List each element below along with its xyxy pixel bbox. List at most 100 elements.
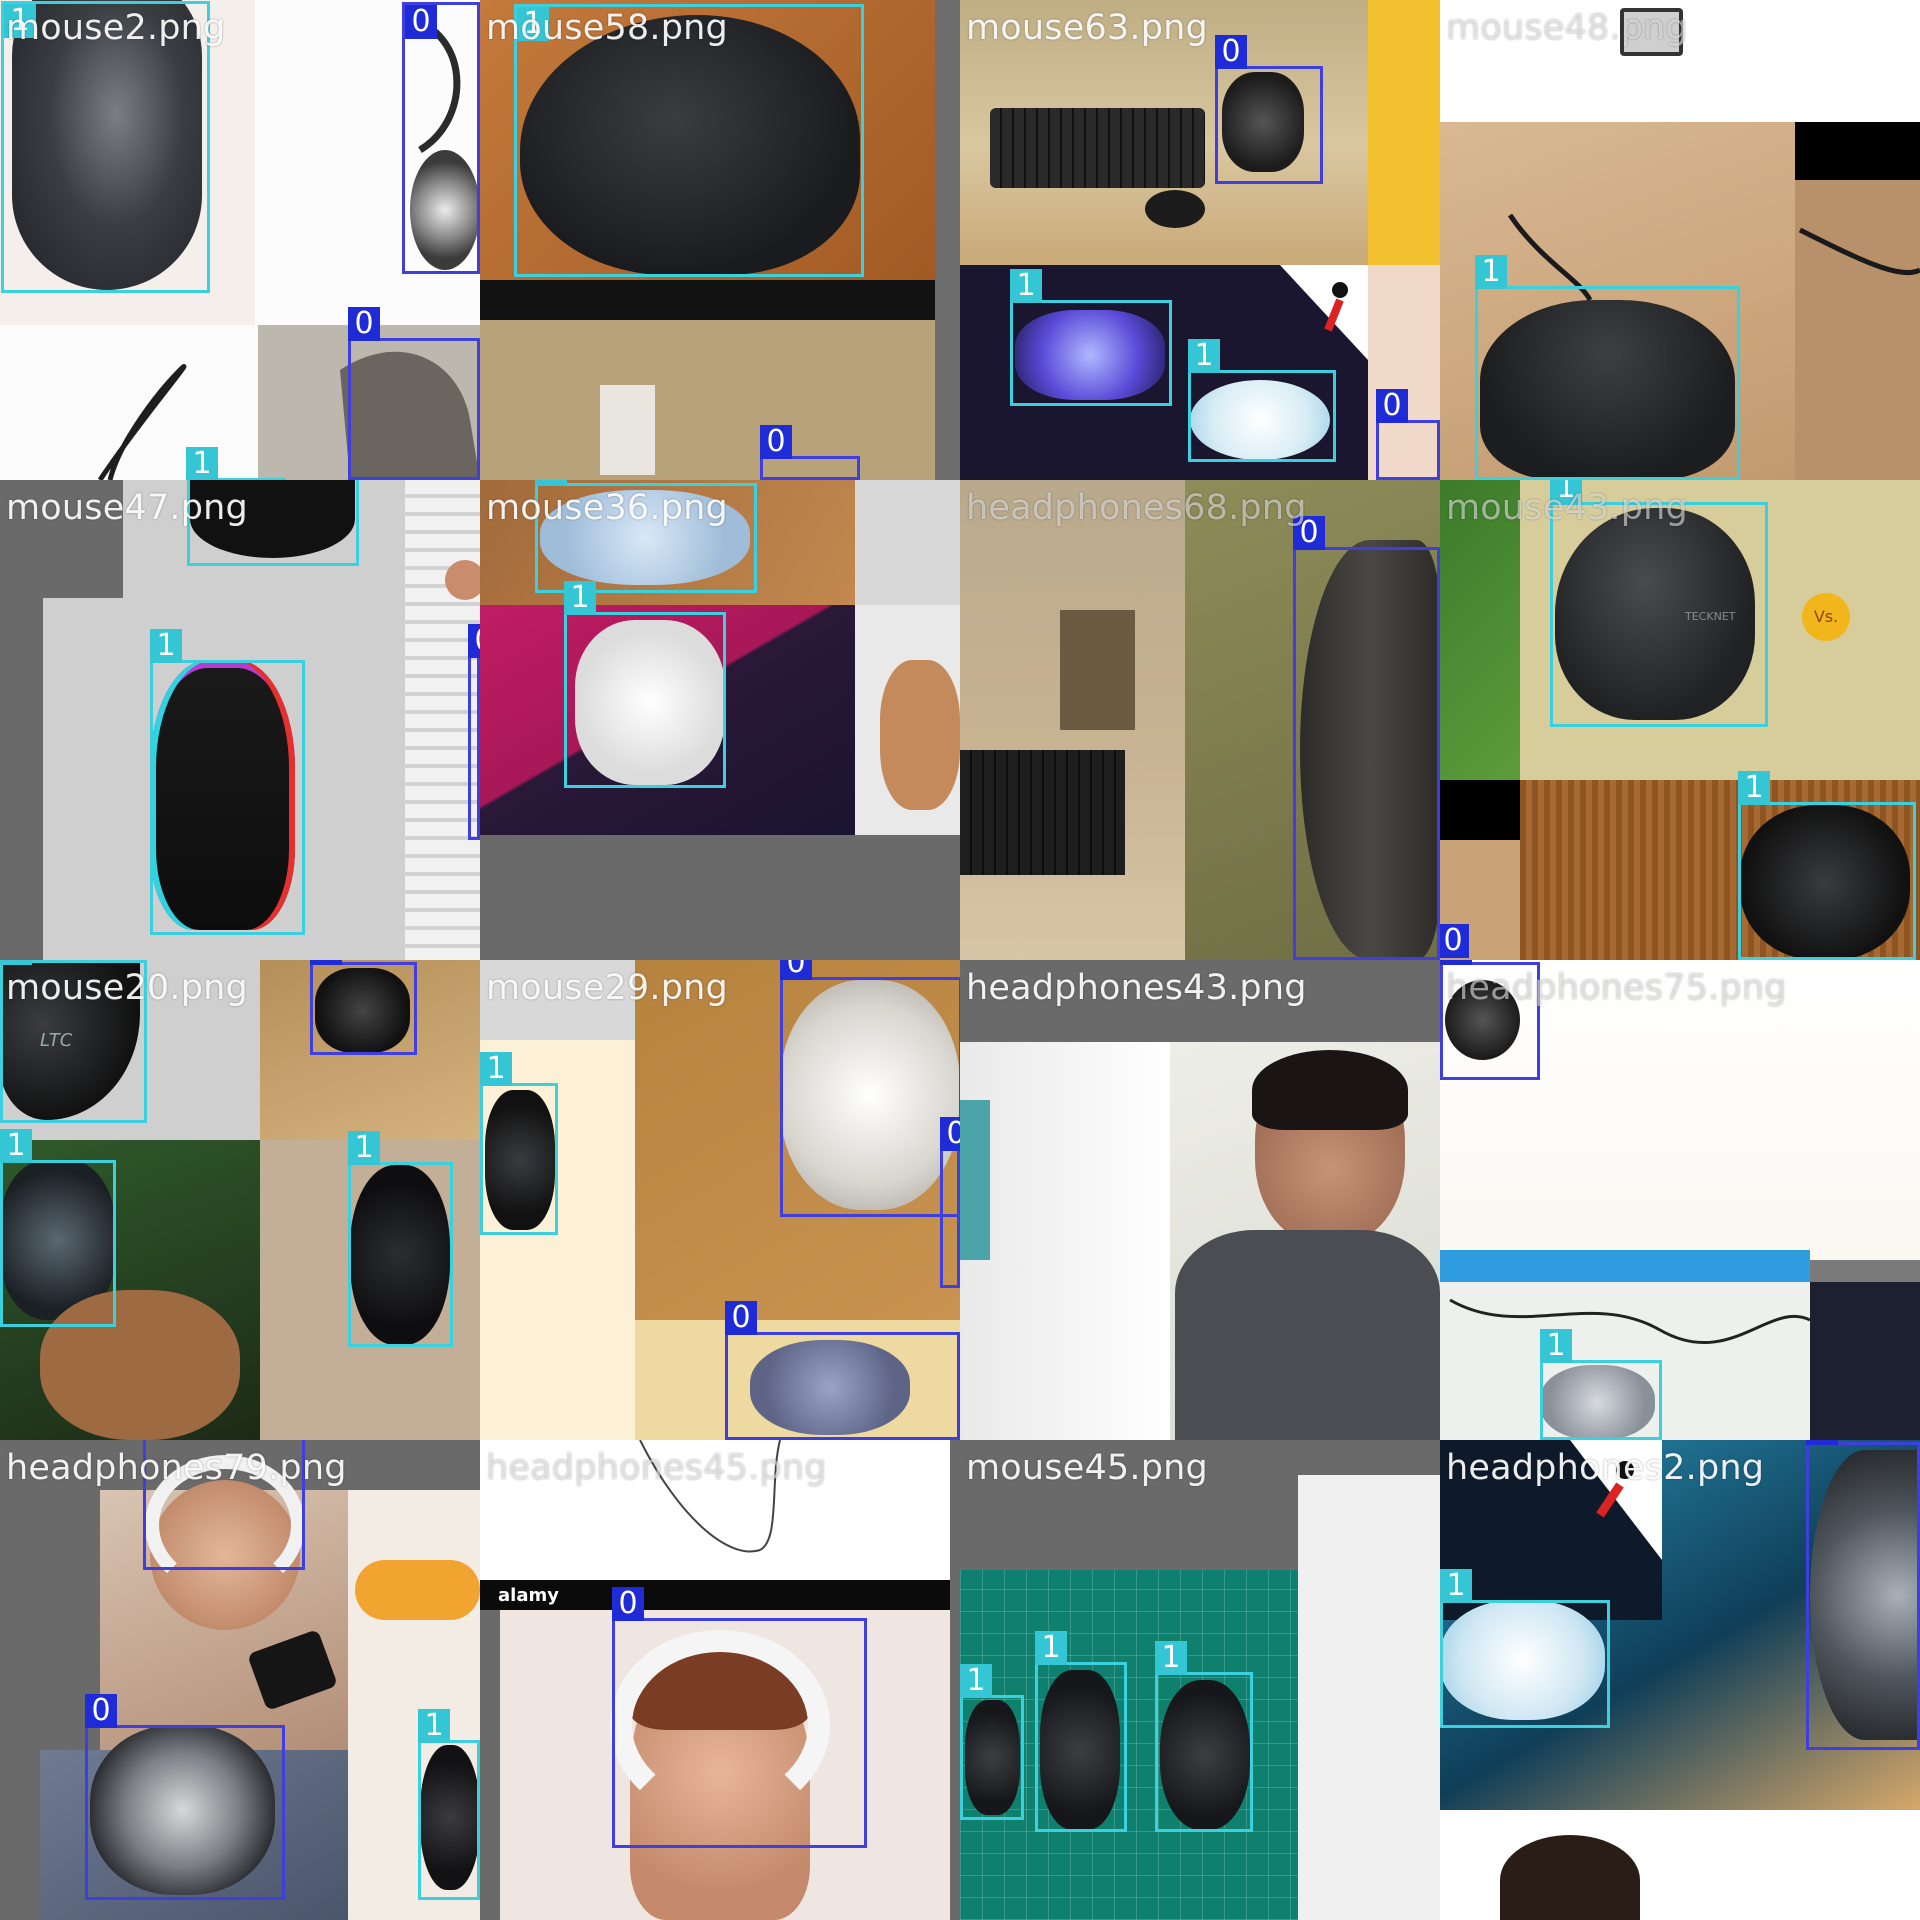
tile-filename: mouse36.png (486, 488, 728, 528)
bbox-headphones: 0 (760, 425, 860, 480)
tile-headphones43: headphones43.png (960, 960, 1440, 1440)
tile-mouse45: 1 1 1 mouse45.png (960, 1440, 1440, 1920)
headphone-image (90, 1725, 275, 1895)
tile-mouse36: 1 1 mouse36.png (480, 480, 960, 960)
mouse-image (12, 0, 202, 290)
mouse-image (1040, 1670, 1120, 1830)
headphone-image (315, 968, 410, 1053)
decor-shape (1570, 1440, 1662, 1560)
bbox-headphones: 0 (1215, 35, 1323, 184)
mouse-image (540, 490, 750, 585)
bbox-mouse: 1 (480, 1052, 558, 1235)
headphone-image (1222, 72, 1304, 172)
tile-filename: headphones68.png (966, 488, 1307, 528)
mouse-image (0, 1160, 115, 1320)
person-image (1500, 1835, 1640, 1920)
bbox-headphones: 0 (143, 1440, 305, 1570)
mouse-image (485, 1090, 555, 1230)
tile-filename: headphones45.png (486, 1448, 827, 1488)
keyboard-image (990, 108, 1205, 188)
tile-mouse2: 1 0 0 1 mouse2.png (0, 0, 480, 480)
bbox-headphones: 0 (468, 624, 480, 840)
decor-shape (1280, 265, 1368, 360)
bbox-mouse: 1 (535, 480, 757, 593)
bbox-headphones: 0 (402, 2, 480, 274)
tile-filename: mouse2.png (6, 8, 226, 48)
decor-image (355, 1560, 480, 1620)
bbox-mouse: 1 (1540, 1329, 1662, 1440)
mouse-image (150, 660, 295, 930)
usb-plug-image (1620, 8, 1683, 56)
tile-mouse48: 1 mouse48.png (1440, 0, 1920, 480)
headphone-image (410, 150, 480, 270)
tile-filename: mouse47.png (6, 488, 248, 528)
tile-filename: mouse48.png (1446, 8, 1688, 48)
brand-label: TECKNET (1685, 610, 1736, 623)
tile-filename: headphones79.png (6, 1448, 347, 1488)
tile-filename: headphones2.png (1446, 1448, 1765, 1488)
mouse-image (420, 1745, 480, 1890)
bbox-headphones: 0 (940, 1117, 960, 1288)
person-shirt (1175, 1230, 1440, 1440)
tile-mouse58: 1 0 mouse58.png (480, 0, 960, 480)
building-image (600, 385, 655, 475)
bbox-mouse: 1 (1035, 1631, 1127, 1832)
mouse-image (575, 620, 725, 785)
bbox-mouse: 1 (1440, 1569, 1610, 1728)
mouse-image (520, 15, 860, 275)
headphone-image (1445, 980, 1520, 1060)
tile-headphones79: 0 0 1 headphones79.png (0, 1440, 480, 1920)
vs-badge: Vs. (1802, 593, 1850, 641)
bbox-mouse: 1 (1550, 480, 1768, 727)
bbox-headphones: 0 (310, 960, 417, 1055)
bbox-mouse: 1 (418, 1709, 480, 1900)
bbox-mouse: 1 (186, 447, 286, 480)
tile-filename: mouse45.png (966, 1448, 1208, 1488)
keyboard-image (960, 750, 1125, 875)
tile-filename: mouse58.png (486, 8, 728, 48)
bbox-mouse: 1 (348, 1131, 453, 1347)
bbox-mouse: 1 (1475, 255, 1740, 480)
tile-headphones2: 1 0 headphones2.png (1440, 1440, 1920, 1920)
tile-mouse43: Vs. TECKNET 1 1 0 mouse43.png (1440, 480, 1920, 960)
mouse-image (1440, 1600, 1605, 1720)
tile-filename: mouse43.png (1446, 488, 1688, 528)
headphone-image (960, 1100, 990, 1260)
bbox-mouse: 1 (1, 1, 210, 293)
tile-mouse20: LTC 1 0 1 1 mouse20.png (0, 960, 480, 1440)
bbox-mouse: 1 (960, 1664, 1024, 1820)
bbox-mouse: 1 (1010, 269, 1172, 406)
tile-filename: headphones75.png (1446, 968, 1787, 1008)
watermark-label: alamy (498, 1585, 559, 1606)
bbox-headphones: 0 (348, 307, 480, 480)
person-hair (1252, 1050, 1408, 1130)
cable-shape (1449, 1298, 1811, 1344)
tile-headphones45: alamy 0 headphones45.png (480, 1440, 960, 1920)
mouse-image (1145, 190, 1205, 228)
bbox-mouse: 1 (150, 629, 305, 935)
hand-image (880, 660, 960, 810)
bbox-mouse: 1 (1155, 1641, 1253, 1832)
bbox-headphones: 0 (1440, 924, 1469, 960)
bbox-mouse: 1 (1738, 771, 1916, 960)
mouse-image (1740, 805, 1910, 960)
tile-headphones68: 0 headphones68.png (960, 480, 1440, 960)
mouse-image (350, 1165, 450, 1345)
bbox-headphones: 0 (85, 1694, 285, 1900)
tile-headphones75: 1 1 headphones75.png (1440, 960, 1920, 1440)
bbox-mouse: 1 (0, 1129, 116, 1327)
bbox-mouse: 1 (1188, 339, 1336, 462)
tile-mouse29: 0 1 0 0 mouse29.png (480, 960, 960, 1440)
hand-image (40, 1290, 240, 1440)
tile-mouse63: 0 1 1 0 mouse63.png (960, 0, 1440, 480)
mouse-image (1015, 310, 1165, 400)
headphone-image (1300, 540, 1440, 960)
mouse-image (190, 480, 355, 558)
headphone-image (750, 1340, 910, 1435)
headphone-image (780, 980, 960, 1210)
mouse-image (965, 1700, 1020, 1815)
bbox-headphones: 0 (1293, 516, 1440, 960)
bbox-mouse: 1 (564, 581, 726, 788)
tile-mouse47: 1 1 0 mouse47.png (0, 480, 480, 960)
